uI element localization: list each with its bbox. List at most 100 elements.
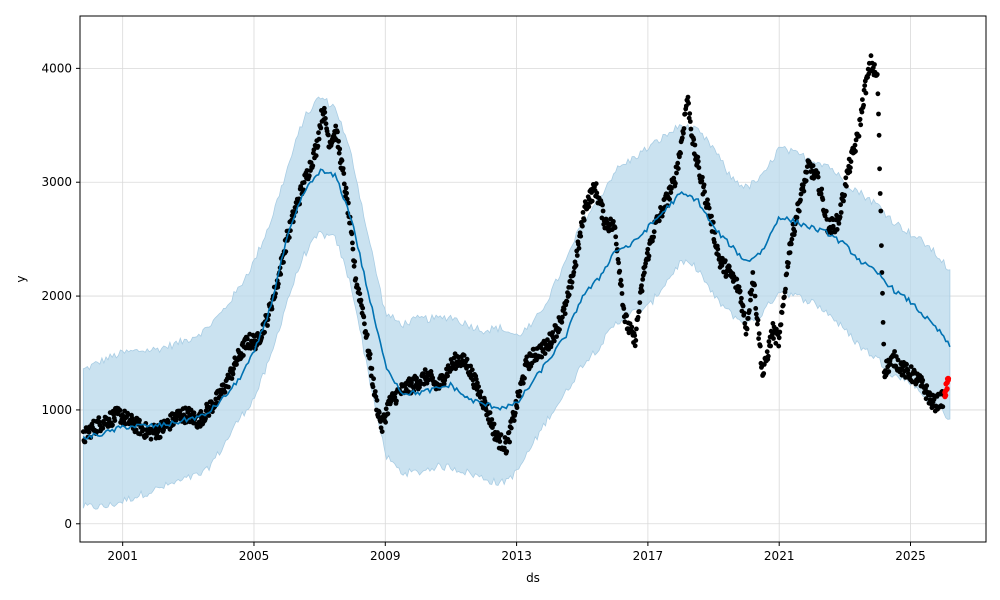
observed-point xyxy=(313,153,319,159)
observed-point xyxy=(356,286,362,292)
observed-point xyxy=(350,246,356,252)
observed-point xyxy=(360,305,366,311)
observed-point xyxy=(741,310,747,316)
observed-point xyxy=(847,169,853,175)
observed-point xyxy=(695,154,701,160)
observed-point xyxy=(632,343,638,349)
observed-point xyxy=(756,336,761,341)
observed-point xyxy=(787,250,793,256)
observed-point xyxy=(504,449,510,454)
observed-point xyxy=(744,326,750,332)
observed-point xyxy=(576,245,582,251)
observed-point xyxy=(226,384,231,390)
observed-point xyxy=(789,236,795,242)
forecast-line xyxy=(82,168,951,440)
observed-point xyxy=(715,246,721,252)
observed-point xyxy=(815,170,821,176)
observed-point xyxy=(554,334,559,339)
x-tick-label: 2025 xyxy=(895,549,926,563)
observed-point xyxy=(804,169,810,175)
observed-point xyxy=(336,150,342,156)
observed-point xyxy=(594,190,600,196)
observed-point xyxy=(335,129,340,135)
x-axis-label: ds xyxy=(526,571,540,585)
observed-point xyxy=(642,270,647,276)
observed-point xyxy=(881,341,887,347)
observed-point xyxy=(764,349,770,355)
observed-point xyxy=(569,285,574,290)
observed-point xyxy=(858,122,864,128)
observed-point xyxy=(823,208,829,214)
observed-point xyxy=(321,105,327,111)
observed-point xyxy=(265,323,270,328)
observed-point xyxy=(844,183,849,189)
observed-point xyxy=(491,421,497,427)
observed-point xyxy=(903,375,908,380)
observed-point xyxy=(770,321,776,326)
recent-point xyxy=(944,376,951,382)
observed-point xyxy=(904,362,909,367)
observed-point xyxy=(117,407,123,413)
observed-point xyxy=(100,425,106,431)
observed-point xyxy=(792,229,798,234)
y-tick-label: 0 xyxy=(64,517,72,531)
observed-point xyxy=(842,192,847,198)
observed-point xyxy=(651,234,656,240)
observed-point xyxy=(634,326,639,332)
observed-point xyxy=(838,202,843,208)
observed-point xyxy=(841,198,846,204)
observed-point xyxy=(709,213,714,219)
x-axis-ticks: 2001 2005 2009 2013 2017 2021 2025 xyxy=(107,542,926,563)
observed-point xyxy=(508,425,514,431)
observed-point xyxy=(110,422,115,428)
observed-point xyxy=(322,109,328,115)
observed-point xyxy=(569,279,575,285)
observed-point xyxy=(776,335,782,341)
observed-point xyxy=(705,197,710,203)
observed-point xyxy=(161,427,167,433)
observed-point xyxy=(461,353,467,358)
observed-point xyxy=(241,353,246,358)
x-tick-label: 2021 xyxy=(764,549,795,563)
x-tick-label: 2001 xyxy=(107,549,138,563)
observed-point xyxy=(674,170,679,176)
observed-point xyxy=(506,430,512,435)
observed-point xyxy=(315,143,321,149)
observed-point xyxy=(619,283,624,288)
observed-point xyxy=(148,436,154,442)
observed-point xyxy=(940,404,946,410)
observed-point xyxy=(857,116,863,122)
observed-point xyxy=(924,383,930,389)
recent-point xyxy=(944,386,950,392)
observed-point xyxy=(341,171,347,176)
observed-point xyxy=(740,303,746,309)
observed-point xyxy=(695,159,701,164)
observed-point xyxy=(853,148,858,154)
observed-point xyxy=(637,300,643,305)
observed-point xyxy=(788,241,794,247)
observed-point xyxy=(624,313,629,319)
observed-point xyxy=(880,320,886,325)
observed-point xyxy=(352,259,358,264)
observed-point xyxy=(656,218,662,224)
observed-point xyxy=(776,343,782,349)
observed-point xyxy=(86,429,92,435)
observed-point xyxy=(574,253,580,258)
observed-point xyxy=(668,190,674,196)
observed-point xyxy=(551,338,557,344)
observed-point xyxy=(771,336,776,341)
observed-point xyxy=(367,351,373,357)
observed-point xyxy=(485,417,491,422)
observed-point xyxy=(699,178,705,184)
observed-point xyxy=(747,308,752,313)
observed-point xyxy=(848,165,853,171)
forecast-line-group xyxy=(82,168,951,440)
observed-point xyxy=(756,331,762,336)
observed-point xyxy=(230,371,236,377)
observed-point xyxy=(593,181,599,187)
observed-point xyxy=(586,204,592,210)
observed-point xyxy=(379,429,385,434)
observed-point xyxy=(340,166,346,171)
observed-point xyxy=(632,333,638,338)
observed-point xyxy=(803,178,809,184)
